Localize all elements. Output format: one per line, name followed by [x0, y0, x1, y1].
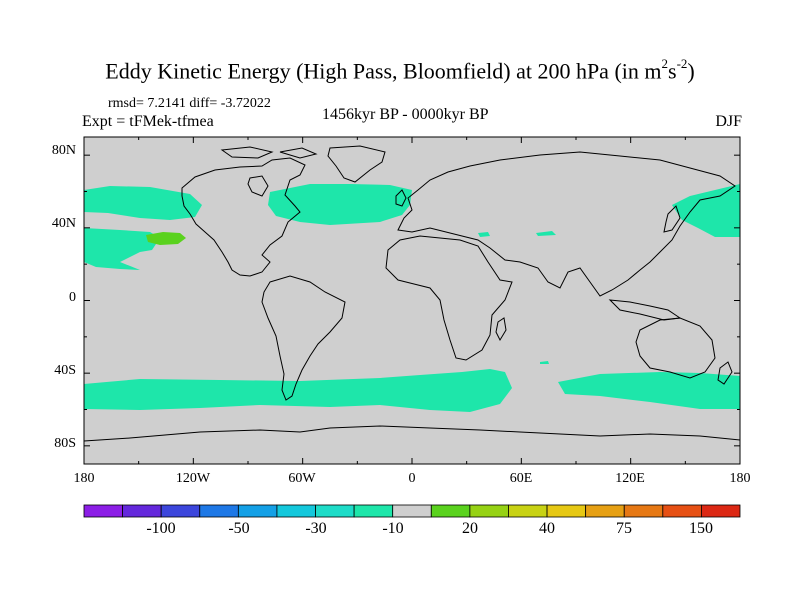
colorbar-swatch: [662, 504, 702, 518]
coast-africa: [385, 235, 513, 361]
lon-label-0: 0: [408, 471, 416, 486]
coast-greenland: [327, 145, 386, 183]
colorbar-swatch: [122, 504, 162, 518]
lat-label-0: 0: [69, 290, 76, 305]
colorbar-swatch: [392, 504, 432, 518]
colorbar-swatch: [315, 504, 355, 518]
north-atlantic-band: [268, 184, 412, 225]
negative-anomaly-regions: [84, 184, 740, 412]
lon-label-60e: 60E: [509, 471, 533, 486]
coast-new-zealand: [717, 361, 733, 385]
colorbar-swatch: [83, 504, 123, 518]
colorbar-label-5: 20: [462, 520, 478, 537]
coast-australia: [635, 317, 716, 379]
coast-madagascar: [495, 317, 507, 342]
south-atlantic-band: [84, 369, 512, 412]
mediterranean-small: [536, 231, 556, 236]
coast-north-america: [181, 157, 306, 277]
lon-label-180w: 180: [73, 471, 95, 486]
colorbar-swatch: [430, 504, 471, 518]
coast-antarctica: [83, 425, 741, 442]
coast-uk: [395, 189, 407, 207]
colorbar: [83, 504, 741, 518]
north-pacific-east-band: [84, 186, 202, 220]
colorbar-label-6: 40: [539, 520, 555, 537]
experiment-label: Expt = tFMek-tfmea: [82, 113, 214, 130]
lon-label-60w: 60W: [288, 471, 316, 486]
north-west-pacific-band: [672, 184, 740, 237]
coast-japan: [663, 205, 681, 233]
lat-label-40s: 40S: [54, 363, 76, 378]
colorbar-swatch: [199, 504, 239, 518]
chart-title: Eddy Kinetic Energy (High Pass, Bloomfie…: [105, 56, 695, 84]
colorbar-swatch: [353, 504, 394, 518]
east-atlantic-small: [478, 232, 490, 237]
south-indian-small: [540, 361, 549, 364]
colorbar-swatch: [701, 504, 741, 518]
lon-label-180e: 180: [729, 471, 751, 486]
colorbar-swatch: [160, 504, 201, 518]
colorbar-label-4: -10: [382, 520, 404, 537]
axis-ticks: [83, 137, 741, 464]
lat-label-80s: 80S: [54, 436, 76, 451]
colorbar-swatch: [508, 504, 548, 518]
coastlines: [83, 145, 741, 442]
colorbar-swatch: [623, 504, 664, 518]
coast-europe-asia: [397, 151, 736, 297]
north-pacific-tongue: [84, 228, 160, 270]
colorbar-label-1: -100: [146, 520, 176, 537]
coast-hudson-bay: [247, 175, 269, 197]
map-background: [84, 137, 740, 464]
colorbar-swatch: [237, 504, 278, 518]
colorbar-swatch: [469, 504, 509, 518]
colorbar-label-3: -30: [305, 520, 327, 537]
colorbar-swatch: [585, 504, 625, 518]
season-label: DJF: [715, 113, 742, 130]
coast-south-america: [261, 275, 346, 401]
colorbar-label-7: 75: [616, 520, 632, 537]
colorbar-swatch: [276, 504, 316, 518]
lon-label-120e: 120E: [615, 471, 645, 486]
colorbar-label-2: -50: [228, 520, 250, 537]
positive-anomaly-patch: [146, 232, 186, 245]
lat-label-80n: 80N: [51, 143, 76, 158]
stats-text: rmsd= 7.2141 diff= -3.72022: [108, 96, 271, 111]
period-label: 1456kyr BP - 0000kyr BP: [322, 106, 489, 123]
coast-arctic-islands: [220, 146, 318, 159]
south-pacific-east-band: [558, 372, 740, 409]
colorbar-label-8: 150: [689, 520, 713, 537]
lat-label-40n: 40N: [51, 216, 76, 231]
lon-label-120w: 120W: [175, 471, 211, 486]
colorbar-swatch: [546, 504, 587, 518]
